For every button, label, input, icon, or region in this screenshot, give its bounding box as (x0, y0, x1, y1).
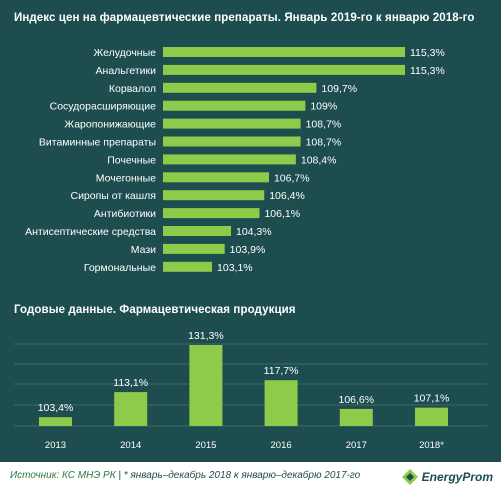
data-label: 106,7% (274, 172, 310, 184)
bar (163, 243, 225, 254)
logo-text: EnergyProm (421, 470, 493, 484)
data-label: 104,3% (236, 226, 272, 238)
footer: Источник: КС МНЭ РК | * январь–декабрь 2… (0, 462, 501, 491)
data-label: 106,6% (338, 394, 374, 406)
bar (163, 190, 265, 201)
data-label: 115,3% (410, 47, 445, 59)
category-label: Антисептические средства (25, 226, 156, 238)
data-label: 103,1% (217, 262, 253, 274)
category-label: Мочегонные (96, 172, 156, 184)
tick-label: 2014 (120, 440, 141, 451)
bar (415, 407, 448, 426)
data-label: 106,1% (264, 208, 300, 220)
bar (163, 64, 405, 75)
data-label: 113,1% (113, 377, 148, 389)
bar (163, 118, 301, 129)
price-index-bar-chart: Желудочные 115,3% Анальгетики 115,3% Корвало… (25, 47, 445, 274)
bar (264, 380, 298, 426)
data-label: 109% (310, 101, 337, 113)
category-label: Почечные (107, 154, 156, 166)
category-label: Антибиотики (94, 208, 156, 220)
bar (163, 82, 317, 93)
category-label: Жаропонижающие (64, 119, 156, 131)
bar (163, 100, 306, 111)
data-label: 108,7% (306, 119, 342, 131)
source-label: Источник: КС МНЭ РК (10, 470, 116, 481)
bar (163, 226, 232, 236)
data-label: 106,4% (269, 190, 305, 202)
bar (163, 261, 213, 272)
category-label: Сосудорасширяющие (50, 101, 157, 113)
bar (163, 172, 269, 183)
bar (163, 47, 405, 57)
bar (163, 136, 301, 147)
tick-label: 2016 (271, 440, 292, 451)
chart-title-annual: Годовые данные. Фармацевтическая продукц… (14, 304, 296, 316)
tick-label: 2015 (195, 440, 216, 451)
footer-separator: | (118, 470, 122, 481)
category-label: Корвалол (109, 83, 156, 95)
bar (114, 392, 148, 426)
category-label: Сиропы от кашля (70, 190, 156, 202)
bar (339, 408, 373, 426)
category-label: Гормональные (84, 262, 156, 274)
tick-label: 2013 (45, 440, 66, 451)
data-label: 108,7% (306, 137, 342, 149)
annual-bar-chart: 103,4% 2013 113,1% 2014 131,3% 2015 117,7% 2016… (14, 330, 487, 451)
data-label: 109,7% (321, 83, 357, 95)
energyprom-logo-icon (401, 469, 418, 485)
chart-title-price-index: Индекс цен на фармацевтические препараты… (14, 12, 475, 24)
category-label: Анальгетики (96, 65, 157, 77)
bar (189, 345, 223, 426)
data-label: 103,4% (38, 402, 74, 414)
data-label: 131,3% (188, 330, 224, 342)
data-label: 107,1% (414, 393, 450, 405)
category-label: Витаминные препараты (39, 137, 156, 149)
category-label: Желудочные (94, 47, 157, 59)
footer-note: * январь–декабрь 2018 к январю–декабрю 2… (123, 470, 361, 481)
tick-label: 2018* (419, 440, 444, 451)
data-label: 103,9% (230, 244, 266, 256)
data-label: 108,4% (301, 154, 337, 166)
tick-label: 2017 (346, 440, 367, 451)
bar (163, 154, 296, 165)
data-label: 115,3% (410, 65, 445, 77)
energyprom-logo: EnergyProm (401, 467, 493, 487)
category-label: Мази (131, 244, 156, 256)
data-label: 117,7% (264, 365, 299, 377)
bar (163, 208, 260, 219)
bar (39, 417, 72, 426)
footer-text: Источник: КС МНЭ РК | * январь–декабрь 2… (10, 470, 360, 481)
